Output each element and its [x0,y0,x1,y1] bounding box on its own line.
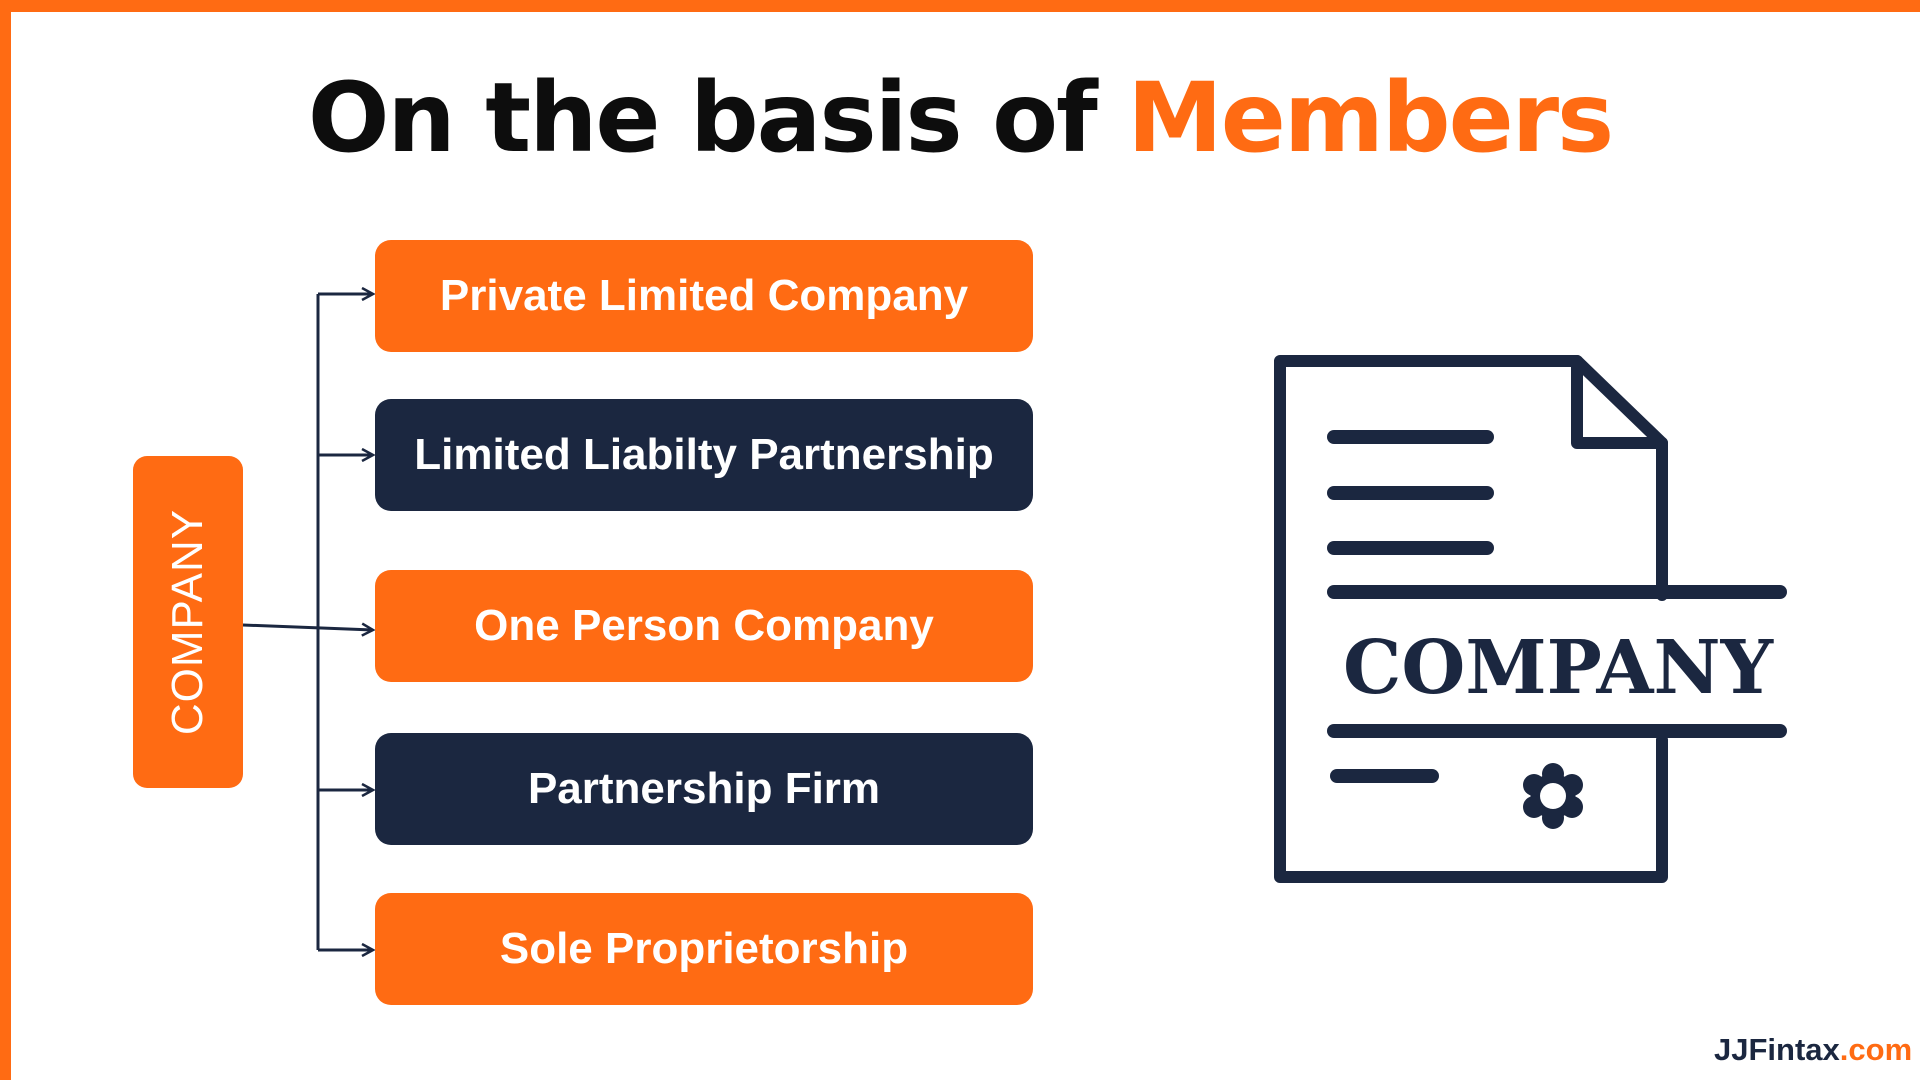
type-label: Sole Proprietorship [499,924,909,973]
type-box-private-limited-company: Private Limited Company [375,240,1033,352]
type-box-partnership-firm: Partnership Firm [375,733,1033,845]
connector-arrow-3 [242,625,373,630]
left-border [0,0,11,1080]
company-root-node: COMPANY [133,456,243,788]
type-box-sole-proprietorship: Sole Proprietorship [375,893,1033,1005]
page-title: On the basis of Members [0,62,1920,174]
company-document-icon: COMPANY [1274,355,1787,883]
type-label: One Person Company [474,601,934,650]
type-label: Limited Liabilty Partnership [414,430,994,479]
type-box-limited-liability-partnership: Limited Liabilty Partnership [375,399,1033,511]
title-main: On the basis of [307,62,1098,174]
document-company-text: COMPANY [1343,625,1774,711]
top-border [0,0,1920,12]
type-label: Partnership Firm [527,764,881,813]
brand-watermark: JJFintax.com [1714,1032,1912,1068]
type-box-one-person-company: One Person Company [375,570,1033,682]
brand-domain: .com [1839,1032,1913,1067]
title-highlight: Members [1127,62,1614,174]
document-fold [1571,355,1668,449]
type-label: Private Limited Company [439,271,969,320]
seal-icon [1523,763,1583,829]
brand-name: JJFintax [1714,1032,1840,1067]
